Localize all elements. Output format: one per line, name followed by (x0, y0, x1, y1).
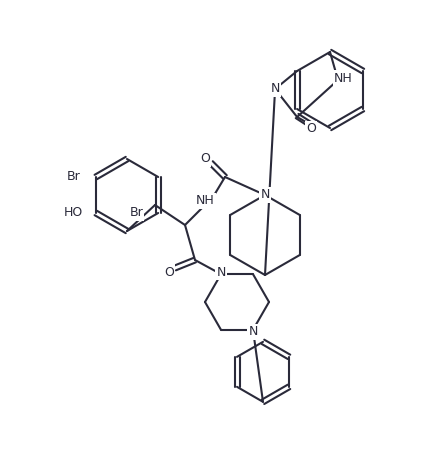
Text: N: N (249, 325, 258, 338)
Text: NH: NH (334, 72, 353, 85)
Text: Br: Br (129, 207, 143, 220)
Text: N: N (216, 266, 226, 279)
Text: HO: HO (64, 207, 83, 220)
Text: Br: Br (67, 171, 81, 184)
Text: NH: NH (196, 194, 215, 207)
Text: O: O (200, 153, 210, 166)
Text: O: O (306, 122, 316, 135)
Text: O: O (164, 266, 174, 279)
Text: N: N (260, 189, 270, 202)
Text: N: N (270, 82, 280, 95)
